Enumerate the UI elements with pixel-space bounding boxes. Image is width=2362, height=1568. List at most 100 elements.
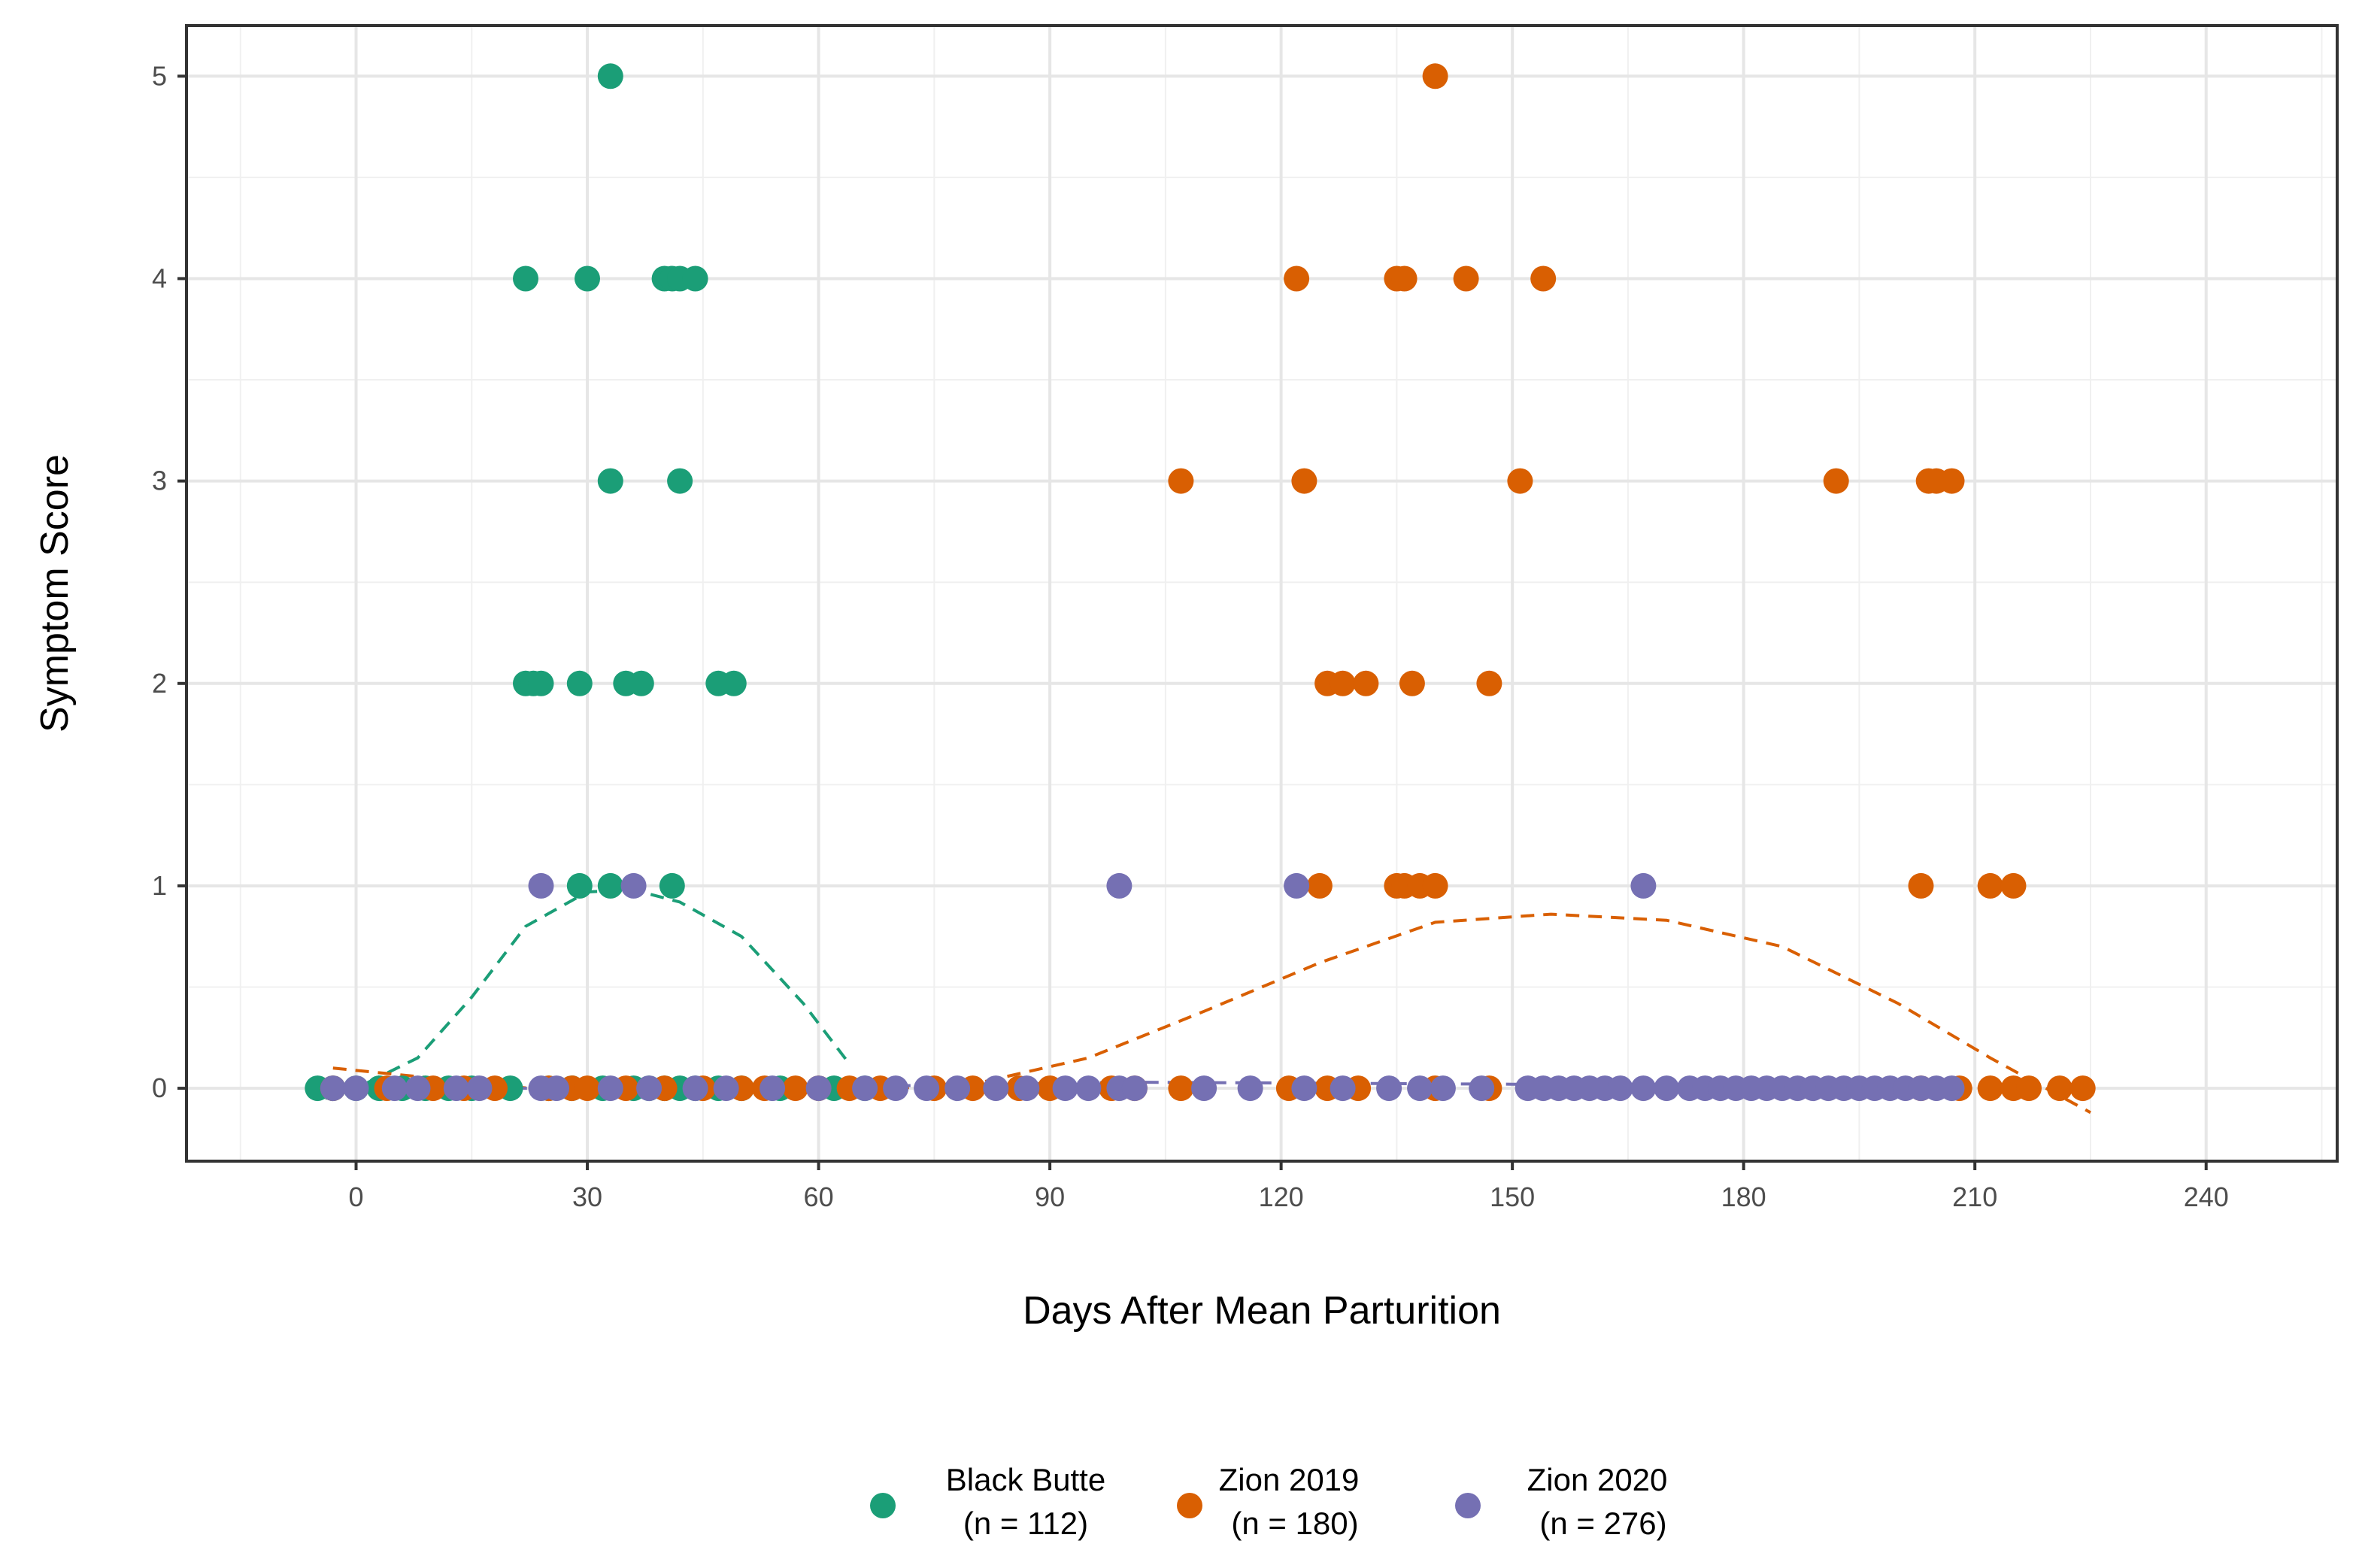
data-point-series-2 xyxy=(944,1075,971,1102)
data-point-series-2 xyxy=(852,1075,878,1102)
data-point-series-2 xyxy=(883,1075,909,1102)
legend-item-black-butte: Black Butte (n = 112) xyxy=(870,1462,1105,1541)
x-tick-label: 150 xyxy=(1490,1181,1535,1212)
y-axis: 0 1 2 3 4 5 xyxy=(152,60,186,1103)
legend-item-zion-2020: Zion 2020 (n = 276) xyxy=(1455,1462,1667,1541)
data-point-series-2 xyxy=(1654,1075,1680,1102)
data-point-series-0 xyxy=(628,670,654,696)
x-axis: 0 30 60 90 120 150 180 210 240 xyxy=(349,1161,2229,1212)
data-point-series-2 xyxy=(1284,872,1310,899)
x-tick-label: 90 xyxy=(1035,1181,1065,1212)
legend-label-black-butte-line2: (n = 112) xyxy=(963,1506,1088,1541)
data-points xyxy=(305,63,2096,1102)
data-point-series-1 xyxy=(1399,670,1425,696)
legend-label-zion-2020-line2: (n = 276) xyxy=(1539,1506,1666,1541)
data-point-series-1 xyxy=(2047,1075,2072,1102)
data-point-series-1 xyxy=(1939,468,1965,494)
data-point-series-2 xyxy=(320,1075,346,1102)
data-point-series-2 xyxy=(597,1075,623,1102)
x-tick-label: 30 xyxy=(572,1181,602,1212)
data-point-series-2 xyxy=(1291,1075,1317,1102)
data-point-series-1 xyxy=(1908,872,1934,899)
x-tick-label: 60 xyxy=(804,1181,834,1212)
data-point-series-1 xyxy=(1453,265,1479,292)
data-point-series-2 xyxy=(1469,1075,1495,1102)
data-point-series-0 xyxy=(659,872,685,899)
y-tick-label: 5 xyxy=(152,60,167,91)
legend-label-zion-2019-line2: (n = 180) xyxy=(1231,1506,1358,1541)
legend-key-black-butte xyxy=(870,1493,896,1518)
data-point-series-1 xyxy=(1391,265,1418,292)
data-point-series-1 xyxy=(782,1075,808,1102)
data-point-series-0 xyxy=(667,468,693,494)
data-point-series-2 xyxy=(1106,872,1132,899)
x-tick-label: 240 xyxy=(2184,1181,2229,1212)
data-point-series-0 xyxy=(682,265,708,292)
data-point-series-2 xyxy=(466,1075,493,1102)
data-point-series-2 xyxy=(381,1075,408,1102)
data-point-series-2 xyxy=(443,1075,469,1102)
data-point-series-0 xyxy=(597,63,623,89)
data-point-series-1 xyxy=(1306,872,1333,899)
x-axis-title: Days After Mean Parturition xyxy=(1023,1289,1501,1333)
legend-label-zion-2020-line1: Zion 2020 xyxy=(1527,1462,1668,1497)
y-tick-label: 4 xyxy=(152,262,167,293)
data-point-series-1 xyxy=(1977,872,2003,899)
data-point-series-1 xyxy=(2016,1075,2042,1102)
data-point-series-2 xyxy=(1237,1075,1263,1102)
trend-line-series-1 xyxy=(332,912,2091,1115)
data-point-series-2 xyxy=(544,1075,569,1102)
legend-label-black-butte-line1: Black Butte xyxy=(946,1462,1105,1497)
data-point-series-2 xyxy=(1052,1075,1078,1102)
data-point-series-0 xyxy=(575,265,600,292)
data-point-series-2 xyxy=(1330,1075,1356,1102)
data-point-series-2 xyxy=(914,1075,940,1102)
x-tick-label: 0 xyxy=(349,1181,364,1212)
data-point-series-0 xyxy=(513,265,538,292)
legend-label-zion-2019-line1: Zion 2019 xyxy=(1219,1462,1360,1497)
data-point-series-2 xyxy=(805,1075,832,1102)
data-point-series-0 xyxy=(597,468,623,494)
data-point-series-1 xyxy=(1422,872,1448,899)
data-point-series-2 xyxy=(1630,872,1657,899)
data-point-series-2 xyxy=(760,1075,786,1102)
data-point-series-2 xyxy=(636,1075,663,1102)
legend-key-zion-2019 xyxy=(1177,1493,1202,1518)
y-tick-label: 1 xyxy=(152,870,167,901)
data-point-series-1 xyxy=(1353,670,1379,696)
data-point-series-0 xyxy=(597,872,623,899)
data-point-series-1 xyxy=(1977,1075,2003,1102)
data-point-series-0 xyxy=(566,872,593,899)
data-point-series-1 xyxy=(2000,872,2027,899)
data-point-series-1 xyxy=(1168,1075,1194,1102)
data-point-series-2 xyxy=(1376,1075,1402,1102)
data-point-series-1 xyxy=(2069,1075,2096,1102)
data-point-series-1 xyxy=(575,1075,600,1102)
data-point-series-2 xyxy=(1075,1075,1102,1102)
data-point-series-1 xyxy=(1168,468,1194,494)
data-point-series-2 xyxy=(713,1075,739,1102)
data-point-series-2 xyxy=(1630,1075,1657,1102)
data-point-series-2 xyxy=(1191,1075,1217,1102)
y-tick-label: 3 xyxy=(152,466,167,496)
data-point-series-2 xyxy=(1121,1075,1148,1102)
data-point-series-0 xyxy=(720,670,747,696)
minor-gridlines xyxy=(186,26,2337,1161)
data-point-series-1 xyxy=(1507,468,1533,494)
data-point-series-0 xyxy=(566,670,593,696)
data-point-series-2 xyxy=(682,1075,708,1102)
data-point-series-1 xyxy=(1476,670,1502,696)
legend: Black Butte (n = 112) Zion 2019 (n = 180… xyxy=(870,1462,1667,1541)
data-point-series-1 xyxy=(1291,468,1317,494)
data-point-series-1 xyxy=(1530,265,1557,292)
x-tick-label: 120 xyxy=(1259,1181,1304,1212)
data-point-series-1 xyxy=(1823,468,1849,494)
y-tick-label: 2 xyxy=(152,668,167,699)
data-point-series-2 xyxy=(1607,1075,1633,1102)
plot-panel-border xyxy=(185,24,2339,1163)
data-point-series-2 xyxy=(1430,1075,1456,1102)
legend-item-zion-2019: Zion 2019 (n = 180) xyxy=(1177,1462,1359,1541)
data-point-series-1 xyxy=(1330,670,1356,696)
data-point-series-2 xyxy=(620,872,647,899)
